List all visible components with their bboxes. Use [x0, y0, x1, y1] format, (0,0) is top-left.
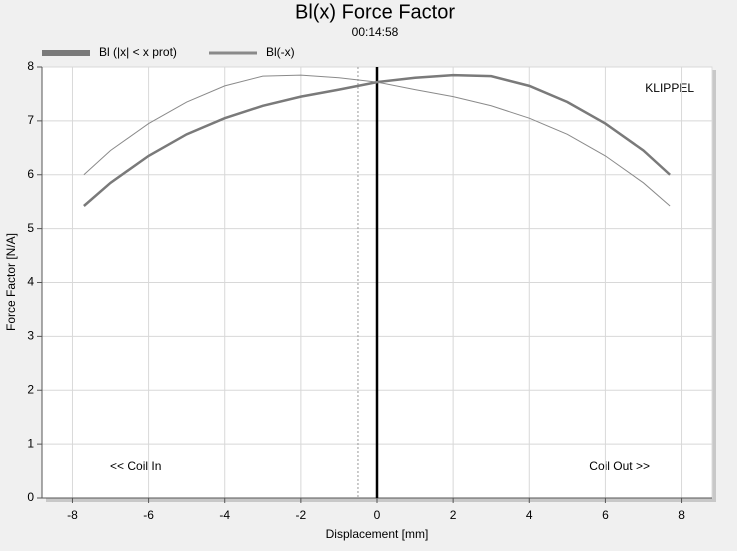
- subtitle: 00:14:58: [352, 25, 399, 39]
- x-tick-label: 8: [678, 508, 685, 522]
- x-tick-label: 4: [526, 508, 533, 522]
- y-tick-label: 4: [27, 275, 34, 289]
- brand-label: KLIPPEL: [645, 81, 694, 95]
- x-tick-label: 2: [450, 508, 457, 522]
- legend-label: Bl (|x| < x prot): [99, 45, 177, 59]
- y-tick-label: 2: [27, 382, 34, 396]
- legend-label: Bl(-x): [266, 45, 295, 59]
- x-tick-label: -4: [219, 508, 230, 522]
- y-tick-label: 6: [27, 167, 34, 181]
- y-tick-label: 1: [27, 436, 34, 450]
- x-tick-label: -2: [296, 508, 307, 522]
- x-tick-label: -6: [143, 508, 154, 522]
- plot-shadow: [46, 498, 716, 502]
- chart-title: Bl(x) Force Factor: [295, 1, 455, 23]
- x-tick-label: 6: [602, 508, 609, 522]
- y-tick-label: 8: [27, 59, 34, 73]
- x-axis-label: Displacement [mm]: [326, 527, 429, 541]
- y-tick-label: 7: [27, 113, 34, 127]
- x-tick-label: -8: [67, 508, 78, 522]
- y-tick-label: 0: [27, 490, 34, 504]
- annotation: << Coil In: [110, 459, 161, 473]
- y-axis-label: Force Factor [N/A]: [4, 233, 18, 331]
- y-tick-label: 3: [27, 329, 34, 343]
- x-tick-label: 0: [374, 508, 381, 522]
- annotation: Coil Out >>: [589, 459, 650, 473]
- y-tick-label: 5: [27, 221, 34, 235]
- series-line: [83, 74, 671, 207]
- plot-shadow: [712, 70, 716, 502]
